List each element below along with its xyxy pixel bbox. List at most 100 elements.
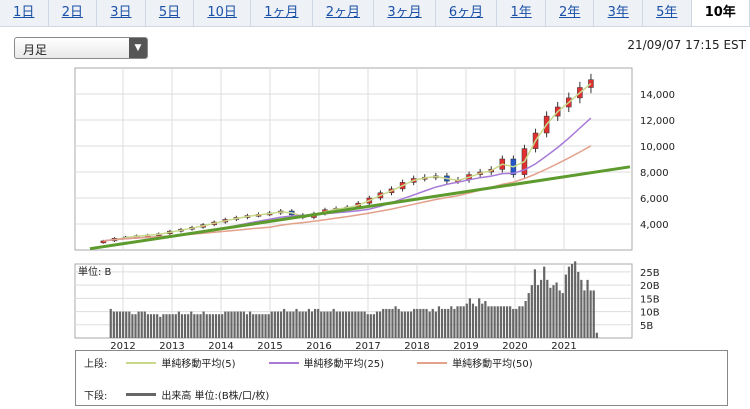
tab-8[interactable]: 6ヶ月 [436, 0, 498, 26]
volume-bar [530, 285, 533, 338]
tab-0[interactable]: 1日 [0, 0, 49, 26]
legend-swatch [126, 361, 157, 364]
volume-bar [236, 311, 239, 338]
x-tick-label: 2015 [257, 341, 282, 350]
volume-bar [341, 311, 345, 338]
volume-bar [447, 308, 450, 338]
volume-bar [465, 303, 468, 338]
volume-bar [450, 306, 453, 338]
tab-2[interactable]: 3日 [97, 0, 146, 26]
price-tick-label: 12,000 [640, 116, 675, 127]
volume-bar [382, 308, 385, 338]
volume-bar [137, 311, 140, 338]
tab-4[interactable]: 10日 [194, 0, 252, 26]
legend-upper-row: 上段: 単純移動平均(5) 単純移動平均(25) 単純移動平均(50) [84, 355, 561, 370]
tab-12[interactable]: 5年 [643, 0, 692, 26]
volume-bar [509, 306, 512, 338]
tab-5[interactable]: 1ヶ月 [251, 0, 313, 26]
tab-9[interactable]: 1年 [497, 0, 546, 26]
volume-bar [348, 311, 351, 338]
legend-item-label: 単純移動平均(50) [452, 359, 533, 370]
legend-lower-row: 下段: 出来高 単位:(B株/口/枚) [84, 387, 297, 402]
trend-line [89, 165, 631, 251]
x-tick-label: 2017 [355, 341, 380, 350]
volume-bar [115, 311, 119, 338]
volume-bar [403, 311, 406, 338]
volume-bar [406, 311, 410, 338]
volume-bar [549, 287, 552, 338]
volume-bar [422, 308, 425, 338]
volume-bar [156, 314, 159, 338]
volume-bar [558, 290, 561, 338]
volume-bar [471, 303, 475, 338]
volume-bar [518, 306, 521, 338]
volume-bar [202, 311, 205, 338]
volume-bar [434, 311, 437, 338]
legend-swatch [126, 393, 157, 396]
tab-11[interactable]: 3年 [594, 0, 644, 26]
volume-bar [372, 314, 376, 338]
volume-bar [583, 290, 586, 338]
volume-bar [279, 311, 283, 338]
volume-bar [208, 314, 211, 338]
tab-13[interactable]: 10年 [691, 0, 750, 26]
volume-bar [580, 279, 583, 338]
volume-bar [239, 311, 242, 338]
volume-bar [444, 308, 447, 338]
price-tick-label: 8,000 [640, 168, 669, 179]
x-tick-label: 2019 [453, 341, 478, 350]
chevron-down-icon[interactable]: ▼ [129, 38, 147, 58]
volume-bar [242, 311, 245, 338]
volume-bar [307, 308, 310, 338]
volume-bar [211, 314, 215, 338]
volume-bar [375, 311, 379, 338]
volume-bar [174, 314, 177, 338]
volume-bar [487, 306, 490, 338]
tab-3[interactable]: 5日 [146, 0, 195, 26]
volume-bar [230, 311, 233, 338]
volume-bar [561, 293, 564, 338]
volume-bar [344, 311, 348, 338]
volume-bar [505, 306, 509, 338]
legend-item-label: 出来高 単位:(B株/口/枚) [161, 391, 270, 402]
legend: 上段: 単純移動平均(5) 単純移動平均(25) 単純移動平均(50) 下段: … [75, 350, 728, 406]
volume-bar [453, 308, 456, 338]
volume-bar [118, 311, 122, 338]
volume-bar [292, 311, 295, 338]
volume-bar [273, 311, 276, 338]
volume-bar [360, 311, 363, 338]
volume-bar [140, 311, 143, 338]
legend-item-volume: 出来高 単位:(B株/口/枚) [121, 387, 269, 402]
volume-bar [205, 314, 208, 338]
volume-tick-label: 15B [640, 294, 660, 305]
volume-bar [162, 314, 165, 338]
tab-7[interactable]: 3ヶ月 [374, 0, 436, 26]
volume-bar [400, 311, 403, 338]
stock-chart: 4,000 6,000 8,000 10,000 12,000 14,000 2012 201… [74, 67, 675, 350]
volume-bar [459, 306, 462, 338]
x-tick-label: 2018 [404, 341, 429, 350]
volume-bar [589, 290, 592, 338]
volume-bar [413, 308, 416, 338]
volume-bar [428, 311, 431, 338]
tab-6[interactable]: 2ヶ月 [313, 0, 375, 26]
volume-bar [227, 311, 230, 338]
volume-bar [255, 314, 258, 338]
legend-upper-label: 上段: [84, 359, 108, 370]
volume-bar [289, 311, 292, 338]
volume-bar [496, 306, 499, 338]
period-select[interactable]: 月足 ▼ [14, 37, 148, 59]
tab-1[interactable]: 2日 [49, 0, 98, 26]
volume-bar [218, 314, 221, 338]
volume-bar [595, 332, 598, 338]
price-panel [74, 67, 633, 251]
volume-bar [146, 314, 150, 338]
volume-bar [533, 269, 537, 338]
volume-bar [484, 301, 487, 338]
volume-bar [425, 308, 428, 338]
x-tick-label: 2012 [110, 341, 135, 350]
volume-bar [363, 311, 366, 338]
tab-10[interactable]: 2年 [546, 0, 595, 26]
volume-bar [536, 285, 540, 338]
volume-bar [199, 314, 202, 338]
